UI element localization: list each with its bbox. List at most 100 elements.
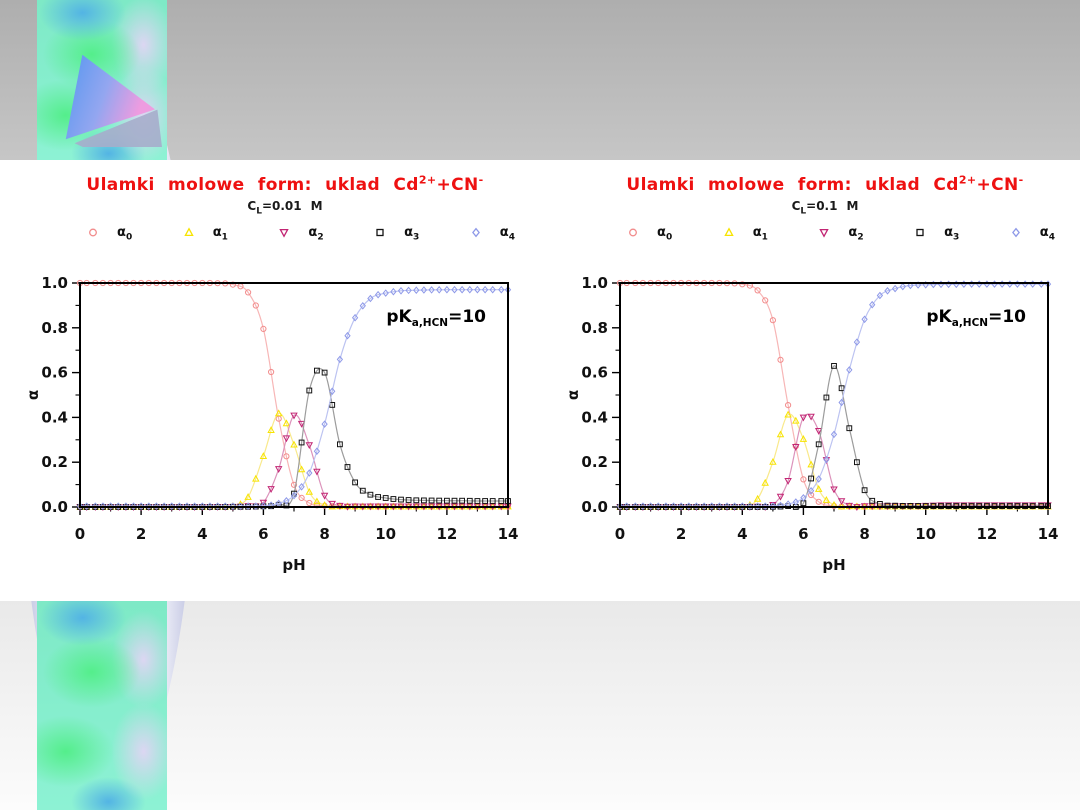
pka-annotation: pKa,HCN=10 xyxy=(386,307,486,329)
legend-label: α1 xyxy=(212,225,228,243)
series-alpha4 xyxy=(616,280,1052,510)
legend-item-alpha2: α2 xyxy=(276,225,324,243)
legend-marker-triangle-up-icon xyxy=(724,227,734,237)
legend-label: α0 xyxy=(117,225,133,243)
x-axis-label: pH xyxy=(282,556,305,574)
x-tick-label: 4 xyxy=(197,525,207,543)
legend: α0 α1 α2 α3 α4 xyxy=(85,225,515,243)
legend-label: α4 xyxy=(499,225,515,243)
x-tick-label: 10 xyxy=(375,525,396,543)
series-alpha4 xyxy=(76,285,512,510)
background-top-band xyxy=(0,0,1080,160)
subtitle-unit: M xyxy=(310,199,323,213)
y-tick-label: 0.2 xyxy=(41,453,68,471)
series-markers-alpha2 xyxy=(616,413,1052,512)
legend-marker-square-icon xyxy=(916,228,924,237)
legend-item-alpha4: α4 xyxy=(468,225,515,243)
subtitle-subscript: L xyxy=(800,206,807,217)
plot-frame xyxy=(619,282,1049,508)
y-tick-label: 0.4 xyxy=(581,408,608,426)
legend-marker-diamond-icon xyxy=(471,227,480,238)
legend-marker-diamond-icon xyxy=(1011,227,1020,238)
legend-marker-triangle-down-icon xyxy=(279,228,290,238)
y-tick-label: 0.8 xyxy=(581,319,608,337)
x-tick-label: 6 xyxy=(798,525,808,543)
series-markers-alpha0 xyxy=(616,279,1052,510)
y-tick-label: 1.0 xyxy=(581,274,608,292)
x-tick-label: 12 xyxy=(976,525,997,543)
legend-marker-triangle-up-icon xyxy=(184,227,194,237)
chart-left: Ulamki molowe form: uklad Cd2++CN- CL=0.… xyxy=(24,165,540,600)
y-tick-label: 0.4 xyxy=(41,408,68,426)
y-tick-label: 1.0 xyxy=(41,274,68,292)
pattern-stripe xyxy=(37,601,167,810)
x-tick-label: 6 xyxy=(258,525,268,543)
background-bottom-band xyxy=(0,601,1080,810)
legend-item-alpha0: α0 xyxy=(625,225,673,243)
series-markers-alpha4 xyxy=(616,280,1052,510)
legend-label: α3 xyxy=(944,225,960,243)
legend-item-alpha4: α4 xyxy=(1008,225,1055,242)
chart-title: Ulamki molowe form: uklad Cd2++CN- xyxy=(626,173,1024,195)
chart-subtitle: CL=0.01 M xyxy=(247,199,323,217)
x-tick-label: 0 xyxy=(615,525,625,543)
y-tick-label: 0.2 xyxy=(581,453,608,471)
title-superscript: - xyxy=(478,173,484,187)
series-markers-alpha0 xyxy=(76,279,512,510)
x-axis-label: pH xyxy=(822,556,845,574)
legend-item-alpha3: α3 xyxy=(912,225,960,243)
legend-label: α2 xyxy=(308,225,324,243)
series-alpha0 xyxy=(616,279,1052,510)
plot-area: 0 2 4 6 8 10 12 14 0.0 0.2 0.4 0.6 0.8 1.0 pKa,HCN=10 p… xyxy=(24,274,519,574)
bottom-left-decoration xyxy=(0,601,230,810)
pka-annotation: pKa,HCN=10 xyxy=(926,307,1026,329)
plot-area: 0 2 4 6 8 10 12 14 0.0 0.2 0.4 0.6 0.8 1.0 pKa,HCN=10 p… xyxy=(564,274,1059,574)
legend-item-alpha3: α3 xyxy=(372,225,420,243)
y-axis-label: α xyxy=(564,390,582,400)
x-tick-label: 10 xyxy=(915,525,936,543)
legend-label: α3 xyxy=(404,225,420,243)
series-markers-alpha1 xyxy=(616,410,1052,510)
chart-title: Ulamki molowe form: uklad Cd2++CN- xyxy=(86,173,484,195)
legend-label: α0 xyxy=(657,225,673,243)
top-left-decoration xyxy=(0,0,230,160)
y-tick-label: 0.0 xyxy=(41,498,68,516)
series-alpha1 xyxy=(616,410,1052,510)
x-tick-label: 14 xyxy=(1038,525,1059,543)
series-alpha2 xyxy=(616,413,1052,512)
x-tick-label: 4 xyxy=(737,525,747,543)
title-superscript: 2+ xyxy=(958,173,977,187)
subtitle-subscript: L xyxy=(256,206,262,217)
x-tick-label: 8 xyxy=(319,525,329,543)
title-superscript: - xyxy=(1018,173,1024,187)
subtitle-unit: M xyxy=(846,199,859,213)
legend-marker-circle-icon xyxy=(89,228,97,237)
chart-subtitle: CL=0.1 M xyxy=(791,199,859,217)
series-alpha0 xyxy=(76,279,512,510)
y-axis-label: α xyxy=(24,390,42,400)
x-tick-label: 2 xyxy=(136,525,146,543)
y-tick-label: 0.0 xyxy=(581,498,608,516)
series-markers-alpha3 xyxy=(77,367,511,510)
series-alpha3 xyxy=(77,367,511,510)
chart-right: Ulamki molowe form: uklad Cd2++CN- CL=0.… xyxy=(564,165,1080,600)
legend-item-alpha2: α2 xyxy=(816,225,864,242)
x-tick-label: 14 xyxy=(498,525,519,543)
series-markers-alpha4 xyxy=(76,285,512,510)
title-superscript: 2+ xyxy=(418,173,437,187)
legend: α0 α1 α2 α3 α4 xyxy=(625,225,1055,243)
background-middle-band xyxy=(0,160,1080,601)
x-tick-label: 2 xyxy=(676,525,686,543)
x-tick-label: 8 xyxy=(859,525,869,543)
legend-marker-triangle-down-icon xyxy=(819,228,830,238)
x-tick-label: 0 xyxy=(75,525,85,543)
x-tick-label: 12 xyxy=(436,525,457,543)
legend-item-alpha0: α0 xyxy=(85,225,133,243)
legend-marker-circle-icon xyxy=(629,228,637,237)
y-tick-label: 0.6 xyxy=(581,364,608,382)
legend-marker-square-icon xyxy=(376,228,384,237)
y-tick-label: 0.6 xyxy=(41,364,68,382)
legend-item-alpha1: α1 xyxy=(181,225,228,243)
plot-frame xyxy=(79,282,509,508)
